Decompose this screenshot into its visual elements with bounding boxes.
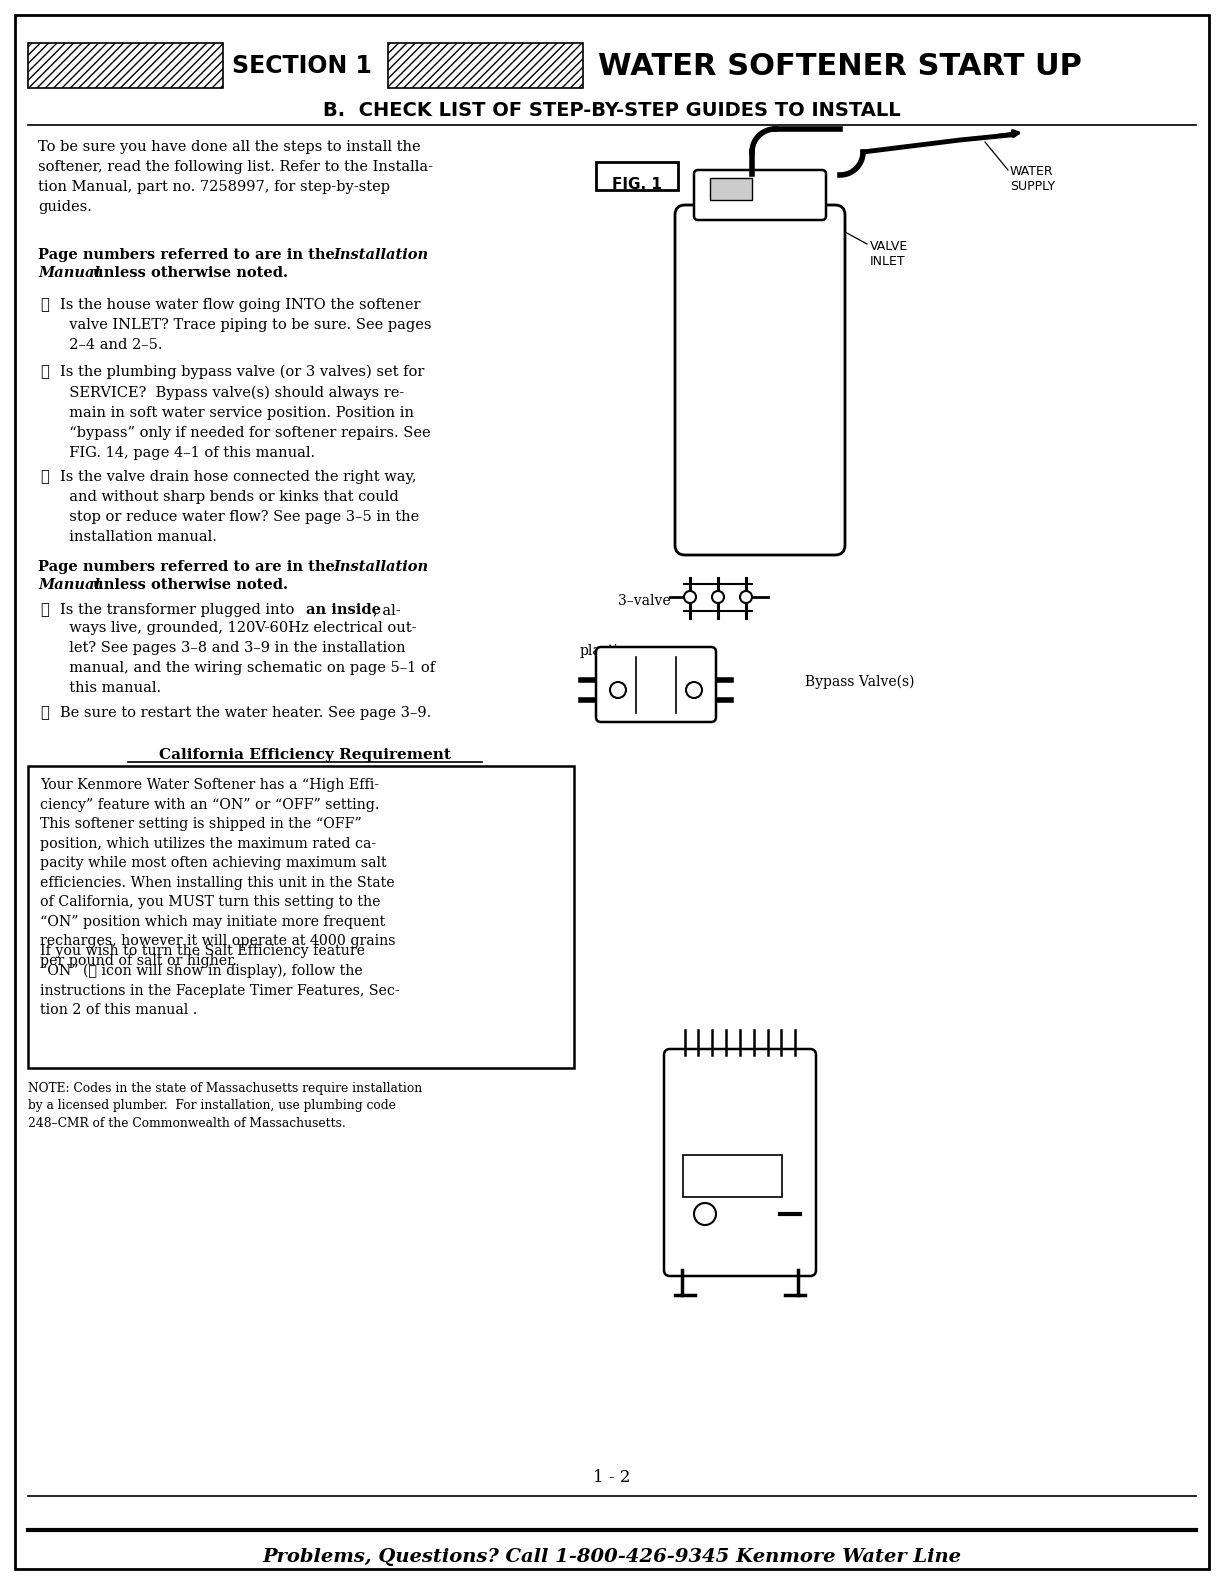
- Text: Installation: Installation: [333, 249, 428, 261]
- Text: VALVE
INLET: VALVE INLET: [870, 241, 908, 268]
- Text: WATER SOFTENER START UP: WATER SOFTENER START UP: [599, 52, 1082, 81]
- Text: Bypass Valve(s): Bypass Valve(s): [805, 675, 914, 689]
- Text: ✔: ✔: [40, 706, 49, 721]
- Text: Page numbers referred to are in the: Page numbers referred to are in the: [38, 561, 340, 573]
- Text: SECTION 1: SECTION 1: [233, 54, 372, 78]
- Text: B.  CHECK LIST OF STEP-BY-STEP GUIDES TO INSTALL: B. CHECK LIST OF STEP-BY-STEP GUIDES TO …: [323, 100, 901, 119]
- FancyBboxPatch shape: [596, 646, 716, 722]
- Text: Page numbers referred to are in the: Page numbers referred to are in the: [38, 249, 340, 261]
- FancyBboxPatch shape: [388, 43, 583, 89]
- Text: ✔: ✔: [40, 470, 49, 485]
- FancyBboxPatch shape: [596, 162, 678, 190]
- Text: 3–valve: 3–valve: [618, 594, 671, 608]
- Text: If you wish to turn the Salt Efficiency feature
“ON” (⚙ icon will show in displa: If you wish to turn the Salt Efficiency …: [40, 944, 399, 1017]
- Text: NOTE: Codes in the state of Massachusetts require installation
by a licensed plu: NOTE: Codes in the state of Massachusett…: [28, 1082, 422, 1129]
- Text: WATER
SUPPLY: WATER SUPPLY: [1010, 165, 1055, 193]
- Text: Installation: Installation: [333, 561, 428, 573]
- Text: Your Kenmore Water Softener has a “High Effi-
ciency” feature with an “ON” or “O: Your Kenmore Water Softener has a “High …: [40, 778, 395, 968]
- Text: Be sure to restart the water heater. See page 3–9.: Be sure to restart the water heater. See…: [60, 706, 431, 721]
- Text: plastic: plastic: [580, 645, 627, 657]
- Text: ✔: ✔: [40, 364, 49, 379]
- Text: Is the plumbing bypass valve (or 3 valves) set for
  SERVICE?  Bypass valve(s) s: Is the plumbing bypass valve (or 3 valve…: [60, 364, 431, 461]
- Text: 1 - 2: 1 - 2: [594, 1468, 630, 1486]
- Text: FIG. 1: FIG. 1: [612, 177, 662, 192]
- Circle shape: [684, 591, 696, 604]
- FancyBboxPatch shape: [28, 767, 574, 1068]
- Text: Is the house water flow going INTO the softener
  valve INLET? Trace piping to b: Is the house water flow going INTO the s…: [60, 298, 432, 352]
- FancyBboxPatch shape: [674, 204, 845, 554]
- Text: , al-: , al-: [373, 604, 400, 618]
- FancyBboxPatch shape: [663, 1049, 816, 1277]
- Text: To be sure you have done all the steps to install the
softener, read the followi: To be sure you have done all the steps t…: [38, 139, 433, 214]
- Circle shape: [712, 591, 725, 604]
- Text: ✔: ✔: [40, 298, 49, 312]
- Text: unless otherwise noted.: unless otherwise noted.: [88, 578, 288, 592]
- FancyBboxPatch shape: [710, 177, 752, 200]
- Text: Manual: Manual: [38, 266, 100, 280]
- Circle shape: [610, 683, 625, 699]
- Text: ✔: ✔: [40, 604, 49, 618]
- Text: Is the transformer plugged into: Is the transformer plugged into: [60, 604, 299, 618]
- Text: ways live, grounded, 120V-60Hz electrical out-
  let? See pages 3–8 and 3–9 in t: ways live, grounded, 120V-60Hz electrica…: [60, 621, 435, 695]
- Text: Problems, Questions? Call 1-800-426-9345 Kenmore Water Line: Problems, Questions? Call 1-800-426-9345…: [262, 1548, 962, 1567]
- FancyBboxPatch shape: [694, 169, 826, 220]
- Circle shape: [694, 1202, 716, 1224]
- Text: an inside: an inside: [306, 604, 381, 618]
- FancyBboxPatch shape: [683, 1155, 782, 1198]
- Circle shape: [685, 683, 703, 699]
- Text: Is the valve drain hose connected the right way,
  and without sharp bends or ki: Is the valve drain hose connected the ri…: [60, 470, 420, 545]
- Text: California Efficiency Requirement: California Efficiency Requirement: [159, 748, 450, 762]
- Text: Manual: Manual: [38, 578, 100, 592]
- Circle shape: [741, 591, 752, 604]
- FancyBboxPatch shape: [28, 43, 223, 89]
- Text: unless otherwise noted.: unless otherwise noted.: [88, 266, 288, 280]
